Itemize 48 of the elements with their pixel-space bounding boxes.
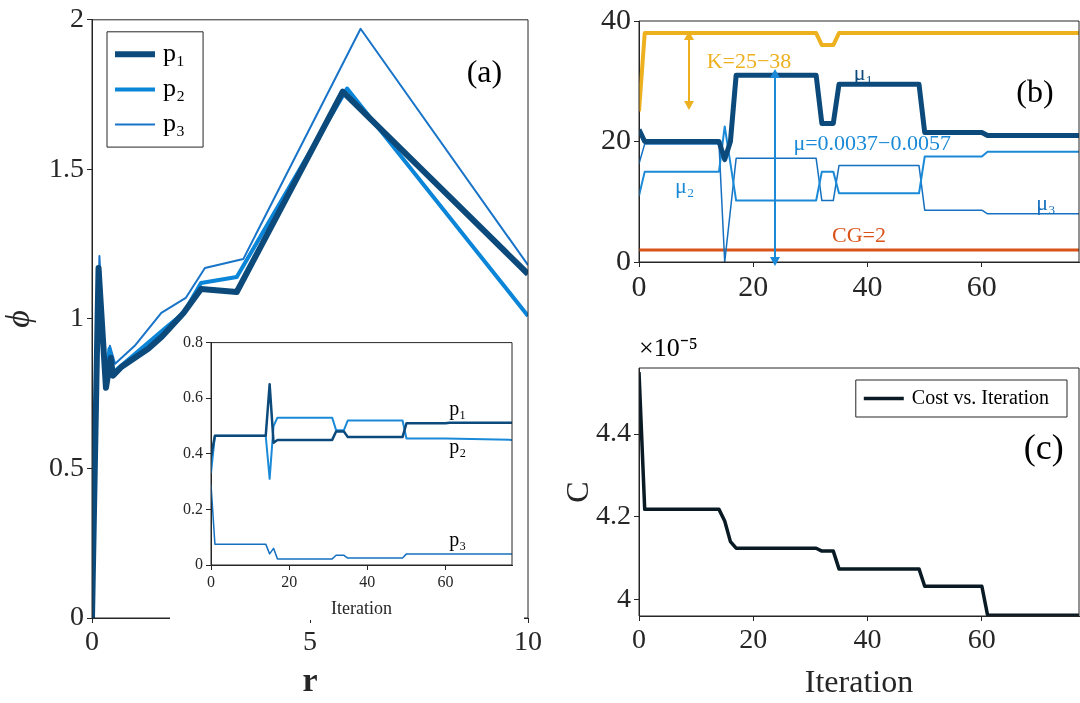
y-tick-label: 0 xyxy=(70,600,84,632)
x-tick-label: 20 xyxy=(281,572,298,590)
series-label: p₁ xyxy=(449,396,467,420)
legend-label: p₃ xyxy=(163,108,186,138)
annotation: (c) xyxy=(1023,427,1064,468)
x-tick-label: 40 xyxy=(853,623,882,655)
y-tick-label: 0 xyxy=(616,242,631,276)
x-axis-title: r xyxy=(302,661,318,699)
x-tick-label: 5 xyxy=(303,625,317,657)
y-tick-label: 1.5 xyxy=(49,151,84,183)
y-axis-title: C xyxy=(558,481,595,503)
y-tick-label: 0.2 xyxy=(183,499,203,517)
y-tick-label: 0.6 xyxy=(183,388,203,406)
x-tick-label: 60 xyxy=(966,268,997,302)
series-label: p₂ xyxy=(449,435,467,459)
x-axis-title: Iteration xyxy=(331,597,392,618)
y-tick-label: 40 xyxy=(601,1,631,35)
annotation: (a) xyxy=(466,53,503,90)
y-tick-label: 0.4 xyxy=(183,444,203,461)
y-tick-label: 4.2 xyxy=(596,499,631,531)
x-tick-label: 40 xyxy=(359,572,376,590)
text: ×10⁻⁵ xyxy=(639,332,698,362)
x-tick-label: 20 xyxy=(739,623,768,655)
series-label: p₃ xyxy=(449,527,467,551)
y-axis-title: ϕ xyxy=(0,310,37,328)
legend-label: p₁ xyxy=(163,38,186,68)
x-tick-label: 20 xyxy=(738,268,769,302)
series-label: μ₂ xyxy=(675,173,695,199)
y-tick-label: 0.5 xyxy=(49,450,84,482)
y-tick-label: 4 xyxy=(617,581,631,613)
legend-label: Cost vs. Iteration xyxy=(911,385,1050,408)
y-tick-label: 0 xyxy=(195,555,203,573)
ref-line-label: CG=2 xyxy=(832,221,886,247)
x-tick-label: 60 xyxy=(967,623,996,655)
x-tick-label: 60 xyxy=(437,572,454,590)
y-tick-label: 0.8 xyxy=(183,332,203,350)
y-tick-label: 4.4 xyxy=(596,416,631,448)
y-tick-label: 20 xyxy=(601,122,631,156)
annotation: K=25−38 xyxy=(706,47,792,73)
annotation: (b) xyxy=(1016,72,1054,109)
legend-label: p₂ xyxy=(163,73,186,103)
y-tick-label: 1 xyxy=(70,301,84,333)
y-tick-label: 2 xyxy=(70,2,84,34)
x-tick-label: 10 xyxy=(514,625,542,657)
x-tick-label: 0 xyxy=(207,572,215,590)
annotation: μ=0.0037−0.0057 xyxy=(793,129,951,155)
x-tick-label: 40 xyxy=(852,268,883,302)
x-axis-title: Iteration xyxy=(804,663,914,700)
